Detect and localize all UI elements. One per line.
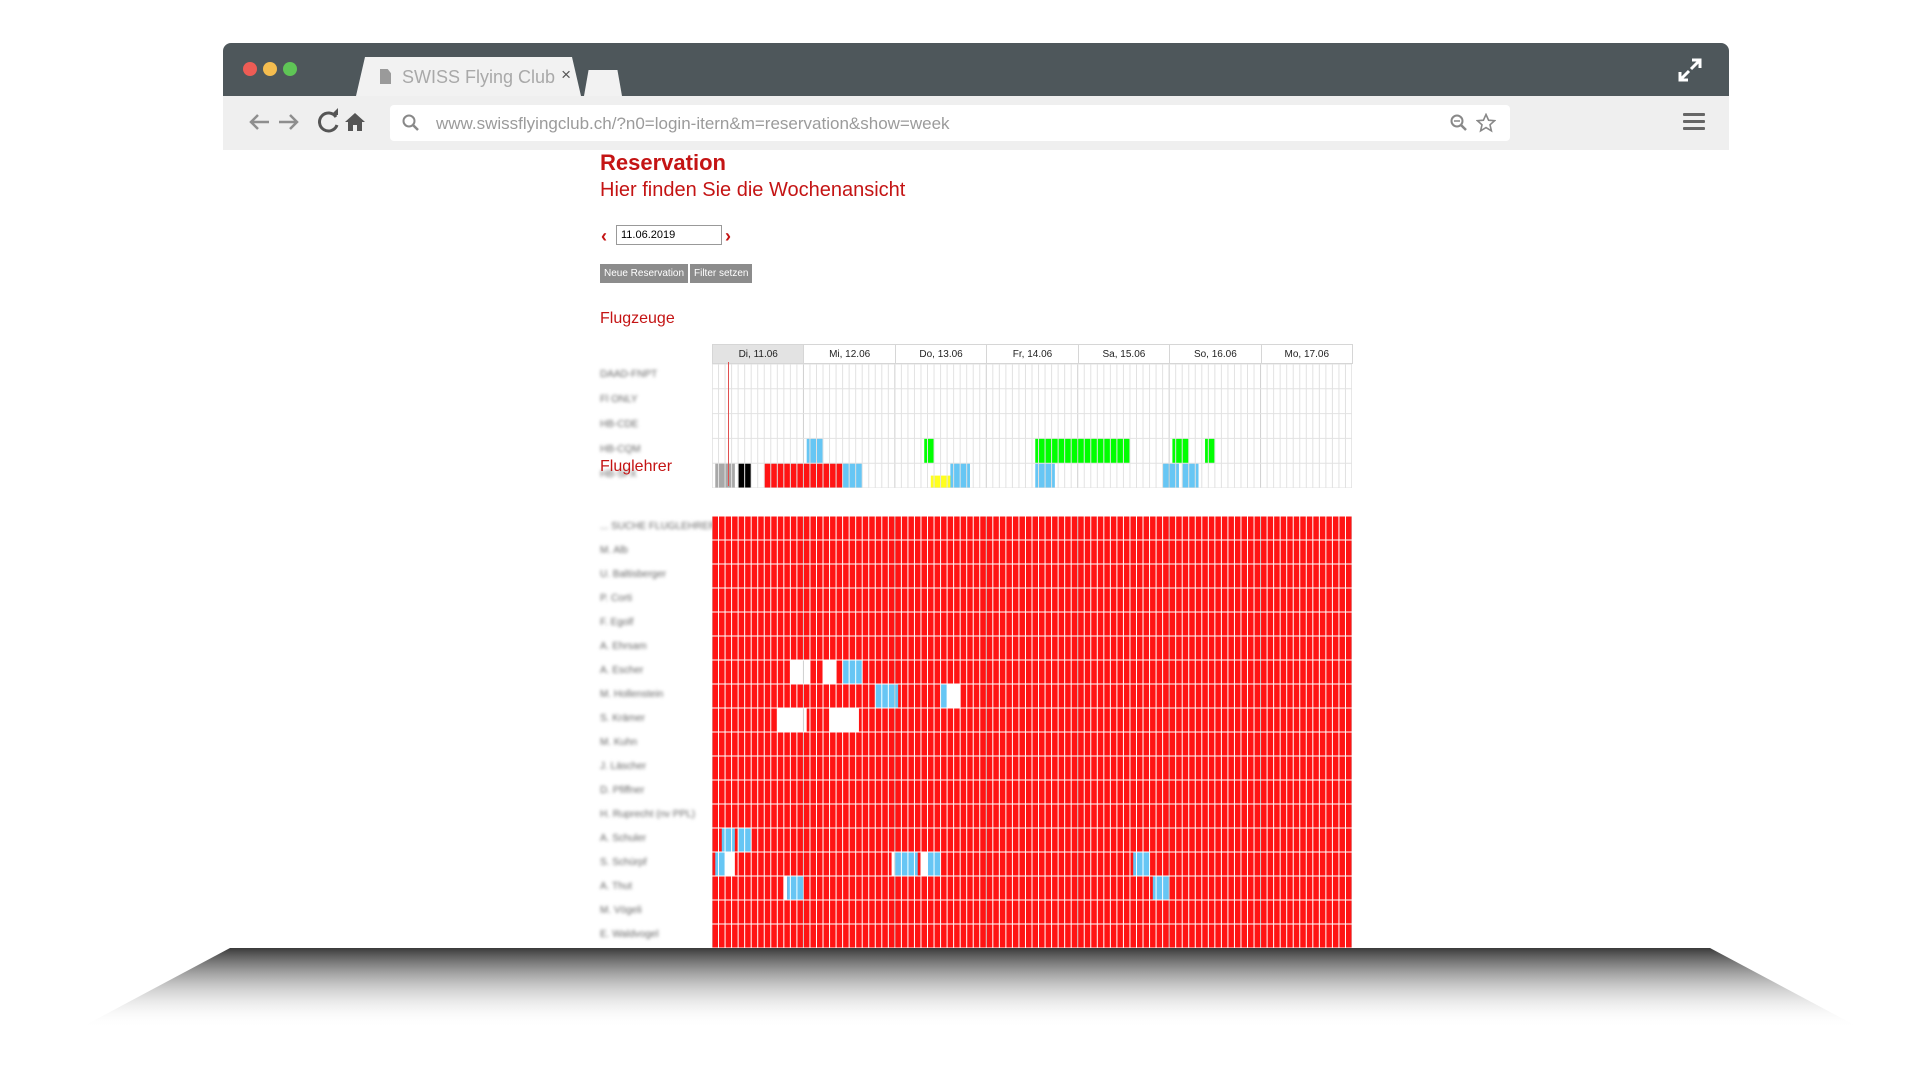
aircraft-section-title: Flugzeuge	[600, 310, 675, 327]
availability-block[interactable]	[842, 660, 863, 684]
page-icon	[380, 69, 391, 84]
availability-block[interactable]	[1133, 852, 1150, 876]
close-window-button[interactable]	[243, 62, 257, 76]
zoom-icon[interactable]	[1450, 114, 1468, 132]
instructor-grid[interactable]	[712, 516, 1352, 948]
availability-block[interactable]	[790, 660, 810, 684]
star-icon[interactable]	[1476, 113, 1496, 133]
tab-title: SWISS Flying Club	[402, 67, 556, 87]
row-label: M. Kuhn	[600, 737, 638, 748]
browser-tab[interactable]: SWISS Flying Club ×	[356, 57, 581, 96]
availability-block[interactable]	[829, 708, 859, 732]
row-label: A. Ehrsam	[600, 641, 647, 652]
home-icon[interactable]	[341, 108, 369, 136]
row-label: HB-SFX	[600, 468, 637, 480]
row-label: HB-CQM	[600, 443, 641, 455]
row-label: S. Schürpf	[600, 857, 647, 868]
current-time-line	[728, 362, 730, 486]
page-subtitle: Hier finden Sie die Wochenansicht	[600, 179, 906, 201]
row-label: J. Läscher	[600, 761, 647, 772]
day-header[interactable]: So, 16.06	[1169, 344, 1262, 364]
aircraft-grid[interactable]	[712, 364, 1352, 488]
back-arrow-icon[interactable]	[245, 108, 273, 136]
availability-block[interactable]	[725, 852, 735, 876]
instructor-section-title: Fluglehrer	[600, 458, 673, 475]
reservation-block[interactable]	[806, 438, 824, 464]
tab-close-icon[interactable]: ×	[561, 65, 571, 84]
row-label: A. Thut	[600, 881, 633, 892]
reload-icon[interactable]	[315, 108, 343, 136]
availability-block[interactable]	[940, 684, 948, 708]
reservation-block[interactable]	[930, 475, 954, 488]
row-label: A. Escher	[600, 665, 644, 676]
browser-toolbar: www.swissflyingclub.ch/?n0=login-itern&m…	[223, 96, 1729, 150]
row-label: H. Ruprecht (nv PPL)	[600, 809, 696, 820]
reservation-block[interactable]	[1172, 438, 1189, 464]
title-bar: SWISS Flying Club ×	[223, 43, 1729, 96]
new-reservation-button[interactable]: Neue Reservation	[600, 264, 689, 283]
row-label: E. Waldvogel	[600, 929, 659, 940]
day-header[interactable]: Do, 13.06	[894, 344, 988, 364]
reservation-block[interactable]	[1182, 463, 1199, 488]
availability-block[interactable]	[920, 852, 928, 876]
availability-block[interactable]	[715, 852, 726, 876]
forward-arrow-icon[interactable]	[275, 108, 303, 136]
availability-block[interactable]	[721, 828, 735, 852]
set-filter-button[interactable]: Filter setzen	[690, 264, 753, 283]
day-header[interactable]: Sa, 15.06	[1077, 344, 1171, 364]
row-label: U. Baltisberger	[600, 569, 667, 580]
reservation-block[interactable]	[924, 438, 935, 464]
page-content: Reservation Hier finden Sie die Wochenan…	[223, 150, 1729, 948]
row-label: S. Krämer	[600, 713, 646, 724]
menu-icon[interactable]	[1683, 113, 1705, 131]
reservation-block[interactable]	[842, 463, 863, 488]
availability-block[interactable]	[894, 852, 918, 876]
row-label: M. Alb	[600, 545, 628, 556]
row-label: M. Vögeli	[600, 905, 642, 916]
row-label: ... SUCHE FLUGLEHRER	[600, 521, 717, 532]
availability-block[interactable]	[1152, 876, 1170, 900]
calendar-header: Di, 11.06 Mi, 12.06 Do, 13.06 Fr, 14.06 Sa, …	[712, 344, 1353, 364]
row-label: A. Schuler	[600, 833, 647, 844]
device-shadow	[80, 948, 1860, 1028]
reservation-block[interactable]	[1035, 438, 1130, 464]
fullscreen-icon[interactable]	[1677, 57, 1703, 83]
date-field[interactable]	[616, 225, 722, 245]
day-header[interactable]: Di, 11.06	[712, 344, 805, 364]
row-label: DAAD-FNPT	[600, 369, 658, 381]
availability-block[interactable]	[777, 708, 807, 732]
availability-block[interactable]	[891, 852, 895, 876]
address-bar[interactable]: www.swissflyingclub.ch/?n0=login-itern&m…	[390, 105, 1510, 141]
browser-window: SWISS Flying Club × www.swissflyingclub.…	[223, 43, 1729, 948]
previous-week-button[interactable]: ‹	[601, 226, 607, 246]
row-label: F. Egolf	[600, 617, 634, 628]
availability-block[interactable]	[875, 684, 899, 708]
row-label: M. Hollenstein	[600, 689, 664, 700]
search-icon	[402, 114, 419, 131]
minimize-window-button[interactable]	[263, 62, 277, 76]
availability-block[interactable]	[783, 876, 788, 900]
day-header[interactable]: Mo, 17.06	[1260, 344, 1353, 364]
next-week-button[interactable]: ›	[725, 226, 731, 246]
day-header[interactable]: Mi, 12.06	[803, 344, 896, 364]
row-label: Fl ONLY	[600, 394, 638, 406]
availability-block[interactable]	[787, 876, 804, 900]
row-label: HB-CDE	[600, 419, 639, 430]
row-label: D. Pfiffner	[600, 785, 645, 796]
url-text[interactable]: www.swissflyingclub.ch/?n0=login-itern&m…	[436, 114, 950, 133]
new-tab-button[interactable]	[584, 70, 622, 96]
day-header[interactable]: Fr, 14.06	[986, 344, 1079, 364]
reservation-block[interactable]	[1205, 438, 1215, 464]
page-title: Reservation	[600, 150, 726, 175]
maximize-window-button[interactable]	[283, 62, 297, 76]
reservation-block[interactable]	[1162, 463, 1179, 488]
row-label: P. Corti	[600, 593, 633, 604]
